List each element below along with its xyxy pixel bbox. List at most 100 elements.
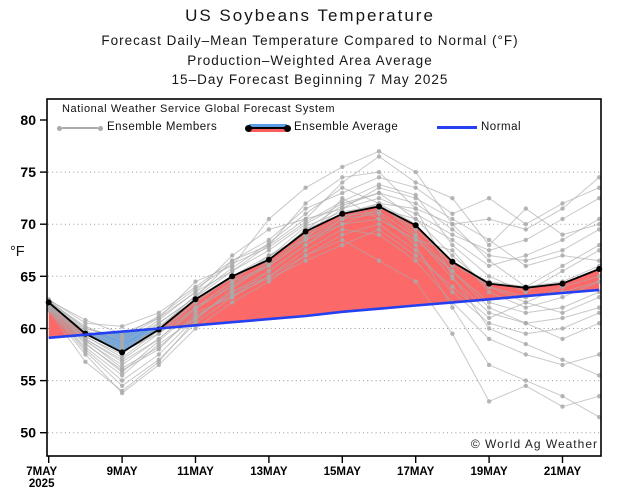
legend-average-dot-right [284, 124, 291, 132]
ensemble-member-point [303, 248, 308, 253]
ensemble-member-point [303, 224, 308, 229]
ensemble-member-point [340, 175, 345, 180]
ensemble-member-point [340, 222, 345, 227]
ensemble-member-point [486, 300, 492, 305]
ensemble-member-point [450, 284, 455, 289]
ensemble-member-point [450, 211, 455, 216]
ensemble-average-point [119, 349, 126, 356]
ensemble-member-point [340, 216, 345, 222]
ensemble-member-point [523, 321, 528, 326]
ensemble-member-point [560, 310, 565, 315]
ensemble-member-point [119, 355, 125, 360]
ensemble-member-point [119, 324, 125, 329]
chart-subtitle-3: 15–Day Forecast Beginning 7 May 2025 [171, 72, 449, 87]
ensemble-member-line [48, 176, 600, 387]
ensemble-member-point [266, 276, 272, 281]
ensemble-member-line [48, 213, 600, 418]
chart-title: US Soybeans Temperature [185, 6, 435, 25]
chart-subtitle-2: Production–Weighted Area Average [187, 53, 433, 68]
ensemble-member-point [83, 326, 88, 331]
ensemble-member-line [48, 204, 600, 348]
ensemble-member-line [48, 197, 600, 359]
ensemble-member-point [523, 253, 528, 258]
ensemble-member-line [48, 187, 600, 342]
ensemble-member-point [266, 227, 272, 232]
ensemble-member-point [119, 388, 125, 394]
ensemble-member-point [523, 263, 528, 269]
ensemble-member-point [376, 149, 382, 154]
ensemble-member-point [156, 338, 161, 344]
ensemble-member-point [413, 253, 418, 258]
ensemble-member-point [266, 268, 272, 274]
ensemble-member-point [376, 216, 382, 222]
ensemble-average-point [229, 273, 236, 280]
ensemble-average-point [412, 222, 419, 229]
ensemble-member-point [83, 340, 88, 346]
ensemble-member-point [450, 248, 455, 253]
ensemble-member-point [450, 227, 455, 232]
ensemble-member-point [450, 268, 455, 274]
ensemble-member-point [230, 289, 235, 295]
ensemble-member-point [340, 190, 345, 196]
ensemble-member-point [560, 315, 565, 321]
y-tick-label: 80 [20, 112, 36, 128]
ensemble-member-point [266, 248, 272, 253]
ensemble-member-point [486, 362, 492, 368]
ensemble-member-point [193, 289, 198, 295]
ensemble-member-point [486, 274, 492, 279]
ensemble-member-point [486, 399, 492, 404]
y-tick-label: 75 [20, 164, 36, 180]
ensemble-member-point [83, 337, 88, 343]
ensemble-member-point [486, 196, 492, 201]
ensemble-average-point [522, 284, 529, 291]
ensemble-member-point [303, 211, 308, 216]
ensemble-member-point [450, 276, 455, 281]
ensemble-member-point [413, 232, 418, 237]
ensemble-member-point [376, 185, 382, 190]
ensemble-member-point [230, 300, 235, 305]
ensemble-member-point [376, 182, 382, 187]
ensemble-member-point [560, 206, 565, 211]
ensemble-member-point [303, 185, 308, 190]
ensemble-member-point [156, 359, 161, 364]
ensemble-member-point [340, 232, 345, 237]
ensemble-member-point [340, 180, 345, 185]
above-normal-fill [160, 206, 600, 329]
ensemble-member-point [560, 232, 565, 237]
ensemble-member-point [193, 307, 198, 312]
ensemble-member-point [119, 383, 125, 388]
x-tick-label: 9MAY [107, 466, 138, 478]
ensemble-member-point [413, 201, 418, 206]
ensemble-member-point [486, 305, 492, 310]
ensemble-member-point [83, 349, 88, 354]
ensemble-member-point [450, 222, 455, 227]
ensemble-member-point [413, 216, 418, 222]
ensemble-member-point [523, 258, 528, 263]
legend-member-dot-right [98, 125, 103, 131]
ensemble-member-point [523, 341, 528, 347]
ensemble-member-point [340, 242, 345, 248]
ensemble-member-point [156, 341, 161, 347]
ensemble-member-point [450, 305, 455, 310]
ensemble-member-point [340, 199, 345, 204]
normal-line [48, 288, 600, 340]
ensemble-member-point [303, 219, 308, 225]
ensemble-member-point [193, 279, 198, 284]
ensemble-member-point [303, 206, 308, 211]
ensemble-member-point [560, 263, 565, 269]
ensemble-member-point [340, 227, 345, 232]
ensemble-member-point [303, 216, 308, 222]
legend-average-dot-left [245, 124, 252, 132]
ensemble-member-line [48, 184, 600, 338]
ensemble-member-point [560, 248, 565, 253]
ensemble-member-point [230, 261, 235, 266]
ensemble-average-legend-icon [245, 122, 291, 134]
ensemble-member-point [413, 227, 418, 232]
ensemble-average-point [449, 258, 456, 265]
ensemble-member-point [340, 185, 345, 190]
ensemble-average-point [339, 210, 346, 217]
ensemble-member-point [156, 321, 161, 326]
ensemble-member-point [230, 265, 235, 271]
ensemble-member-point [119, 365, 125, 371]
